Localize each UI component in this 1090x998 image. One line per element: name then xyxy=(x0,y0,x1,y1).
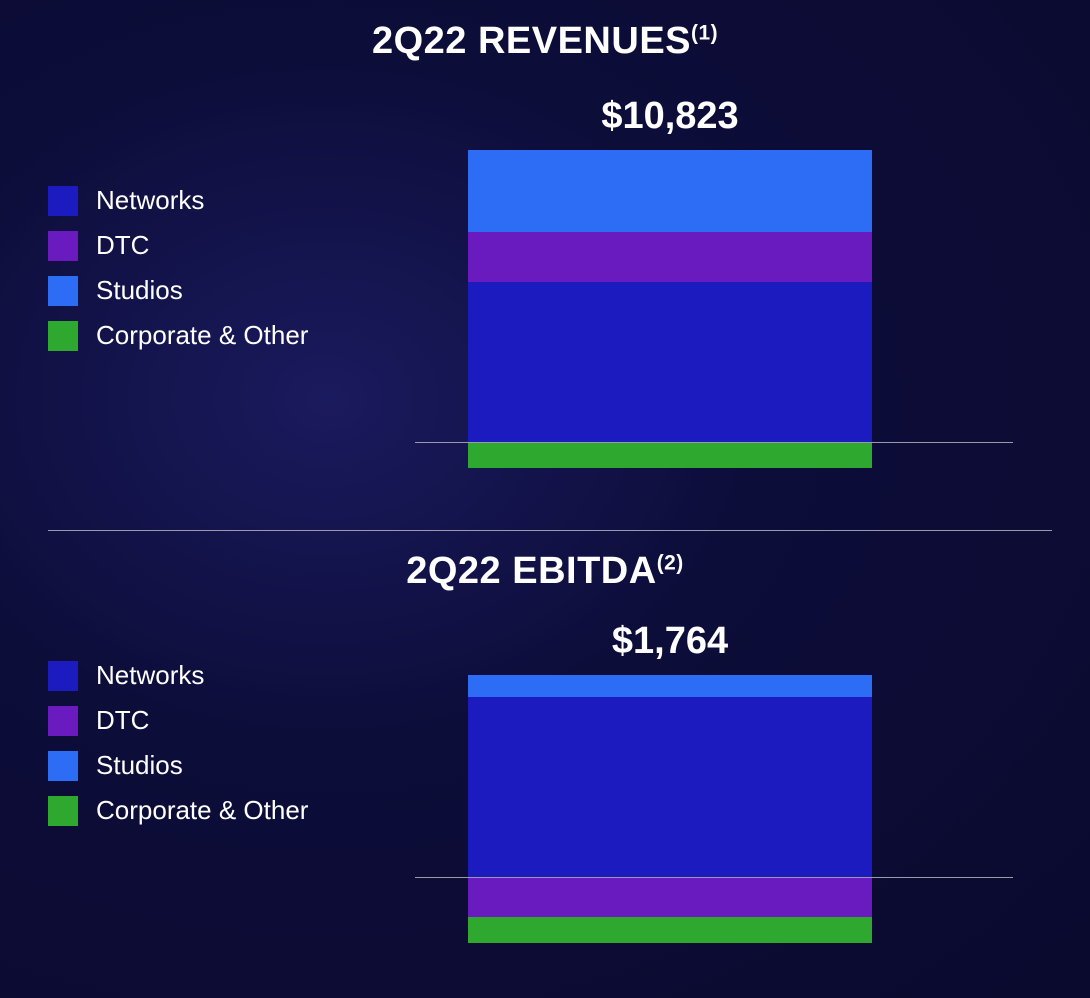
ebitda-bar-stack xyxy=(468,675,872,943)
revenues-title-main: 2Q22 REVENUES xyxy=(372,20,691,62)
legend-swatch-dtc xyxy=(48,231,78,261)
revenues-bar-stack xyxy=(468,150,872,468)
ebitda-title-main: 2Q22 EBITDA xyxy=(406,550,656,592)
ebitda-panel: 2Q22 EBITDA(2) Networks DTC Studios Corpora… xyxy=(0,530,1090,998)
ebitda-segment-corporate xyxy=(468,917,872,943)
ebitda-title: 2Q22 EBITDA(2) xyxy=(0,530,1090,593)
legend-item-dtc: DTC xyxy=(48,230,308,261)
legend-swatch-dtc xyxy=(48,706,78,736)
revenues-segment-networks xyxy=(468,282,872,442)
revenues-chart: $10,823 xyxy=(468,95,872,468)
ebitda-title-sup: (2) xyxy=(657,551,684,574)
legend-swatch-studios xyxy=(48,276,78,306)
legend-label-studios: Studios xyxy=(96,275,183,306)
revenues-title: 2Q22 REVENUES(1) xyxy=(0,0,1090,63)
legend-label-dtc: DTC xyxy=(96,230,149,261)
revenues-total-label: $10,823 xyxy=(468,95,872,138)
legend-swatch-studios xyxy=(48,751,78,781)
revenues-segment-dtc xyxy=(468,232,872,282)
legend-label-dtc: DTC xyxy=(96,705,149,736)
legend-swatch-corporate xyxy=(48,321,78,351)
revenues-title-sup: (1) xyxy=(691,21,718,44)
legend-item-corporate: Corporate & Other xyxy=(48,795,308,826)
legend-label-corporate: Corporate & Other xyxy=(96,795,308,826)
legend-swatch-networks xyxy=(48,186,78,216)
legend-item-studios: Studios xyxy=(48,750,308,781)
revenues-segment-corporate xyxy=(468,442,872,468)
legend-label-corporate: Corporate & Other xyxy=(96,320,308,351)
ebitda-total-label: $1,764 xyxy=(468,620,872,663)
legend-label-networks: Networks xyxy=(96,185,204,216)
ebitda-segment-dtc xyxy=(468,877,872,917)
legend-label-studios: Studios xyxy=(96,750,183,781)
ebitda-legend: Networks DTC Studios Corporate & Other xyxy=(48,660,308,840)
legend-item-dtc: DTC xyxy=(48,705,308,736)
legend-item-studios: Studios xyxy=(48,275,308,306)
ebitda-segment-studios xyxy=(468,675,872,697)
legend-item-networks: Networks xyxy=(48,185,308,216)
ebitda-baseline xyxy=(415,877,1013,878)
ebitda-chart: $1,764 xyxy=(468,620,872,943)
revenues-legend: Networks DTC Studios Corporate & Other xyxy=(48,185,308,365)
revenues-baseline xyxy=(415,442,1013,443)
ebitda-segment-networks xyxy=(468,697,872,877)
legend-item-corporate: Corporate & Other xyxy=(48,320,308,351)
revenues-segment-studios xyxy=(468,150,872,232)
legend-swatch-networks xyxy=(48,661,78,691)
legend-label-networks: Networks xyxy=(96,660,204,691)
legend-item-networks: Networks xyxy=(48,660,308,691)
revenues-panel: 2Q22 REVENUES(1) Networks DTC Studios Corpo… xyxy=(0,0,1090,530)
legend-swatch-corporate xyxy=(48,796,78,826)
